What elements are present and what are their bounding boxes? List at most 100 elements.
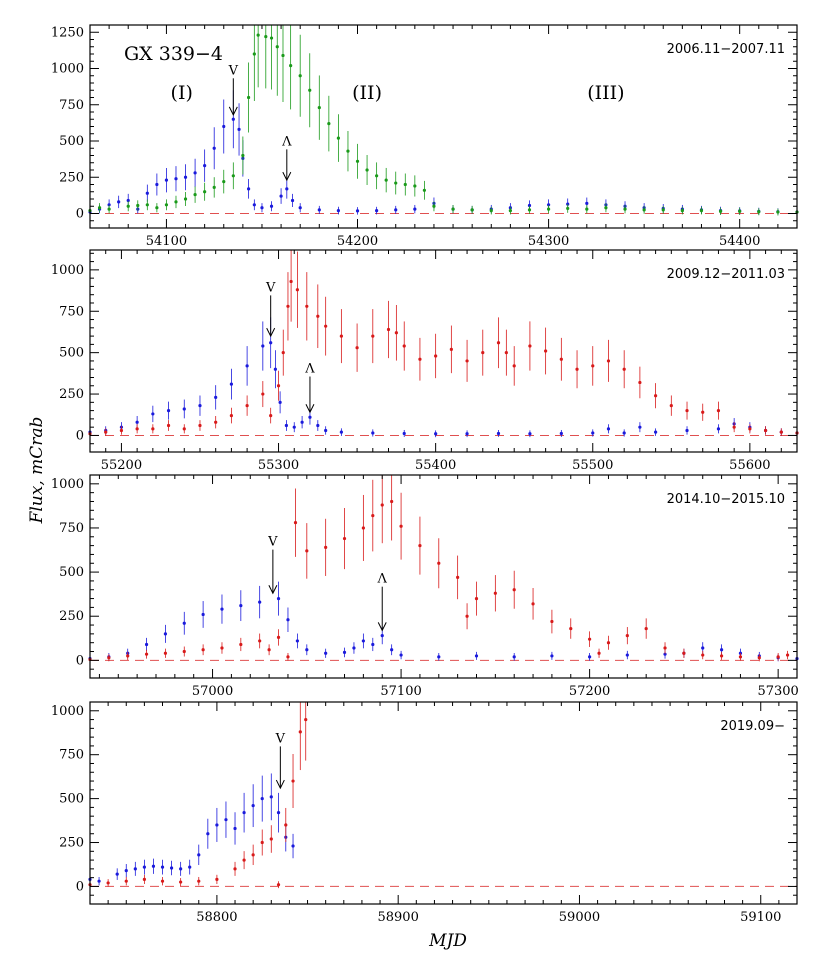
data-point: [527, 208, 532, 212]
data-point: [527, 203, 532, 208]
data-point: [197, 879, 201, 883]
y-tick-label: 1000: [51, 477, 84, 492]
data-point: [588, 637, 592, 641]
data-point: [203, 190, 207, 194]
data-point: [685, 428, 689, 433]
data-point: [269, 795, 273, 799]
data-point: [151, 864, 156, 868]
data-point: [738, 655, 743, 659]
x-tick-label: 58800: [196, 910, 237, 925]
y-tick-label: 1250: [51, 25, 84, 40]
data-point: [622, 431, 626, 435]
x-tick-label: 58900: [377, 910, 418, 925]
panel-2: 55200 55300 55400 55500 55600 0 250 500 750 1000 2…: [51, 249, 799, 473]
data-point: [531, 602, 535, 606]
data-point: [252, 203, 256, 207]
data-point: [588, 655, 592, 659]
data-point: [284, 823, 288, 827]
data-point: [308, 88, 312, 92]
data-point: [375, 209, 379, 213]
data-point: [508, 209, 512, 213]
data-point: [264, 35, 268, 39]
data-point: [107, 656, 111, 660]
x-tick-label: 57200: [569, 684, 610, 699]
y-tick-label: 500: [59, 134, 84, 149]
plot-frame: [89, 701, 798, 905]
data-point: [201, 612, 205, 617]
data-point: [685, 409, 689, 413]
data-point: [663, 646, 667, 650]
data-point: [585, 207, 589, 211]
data-point: [260, 797, 264, 801]
data-point: [604, 206, 608, 210]
data-point: [256, 33, 260, 37]
data-point: [324, 545, 328, 549]
data-point: [465, 614, 469, 618]
data-point: [239, 604, 243, 608]
data-point: [279, 194, 283, 198]
x-tick-label: 55400: [415, 458, 456, 473]
series-red: [88, 702, 308, 889]
data-point: [402, 431, 406, 436]
data-point: [496, 341, 501, 345]
data-point: [269, 204, 274, 208]
data-point: [386, 327, 391, 332]
data-point: [214, 395, 218, 399]
data-point: [474, 596, 479, 601]
data-point: [106, 881, 110, 885]
data-point: [239, 642, 243, 647]
data-point: [242, 811, 246, 815]
data-point: [625, 653, 629, 657]
arrow-head: [377, 622, 387, 632]
data-point: [160, 865, 165, 869]
series-green: [88, 25, 799, 216]
data-point: [188, 865, 192, 869]
data-point: [437, 561, 441, 565]
phase-label: (I): [171, 82, 193, 104]
data-point: [352, 646, 356, 650]
data-point: [701, 646, 705, 650]
panel-3: 57000 57100 57200 57300 0 250 500 750 1000 2014.1…: [51, 474, 799, 699]
data-point: [716, 427, 721, 431]
data-point: [361, 526, 365, 530]
data-point: [342, 650, 347, 655]
y-tick-label: 500: [59, 792, 84, 807]
phase-label: (II): [352, 82, 382, 104]
data-point: [718, 209, 723, 213]
data-point: [215, 823, 219, 827]
data-point: [135, 427, 139, 431]
data-point: [292, 425, 296, 429]
data-point: [699, 209, 704, 213]
data-point: [126, 198, 130, 203]
data-point: [261, 344, 265, 348]
data-point: [193, 171, 197, 175]
data-point: [434, 354, 438, 358]
data-point: [779, 430, 783, 434]
data-point: [394, 331, 398, 335]
data-point: [559, 431, 563, 436]
plot-frame: [89, 474, 798, 679]
data-point: [269, 413, 273, 418]
data-point: [269, 36, 274, 40]
data-point: [291, 779, 295, 783]
data-point: [289, 279, 293, 284]
transition-arrow: V: [228, 63, 239, 117]
data-point: [394, 181, 398, 185]
transition-arrow: V: [265, 280, 276, 338]
data-point: [669, 404, 673, 408]
y-tick-label: 1000: [51, 62, 84, 77]
data-point: [422, 188, 426, 192]
data-point: [591, 431, 595, 435]
y-tick-label: 500: [59, 346, 84, 361]
data-point: [470, 208, 474, 212]
data-point: [384, 178, 388, 182]
panels: 54100 54200 54300 54400 0 250 500 750 1000 1250 20…: [51, 24, 799, 925]
data-point: [682, 651, 686, 655]
data-point: [606, 427, 611, 431]
data-point: [163, 651, 168, 655]
data-point: [193, 193, 197, 197]
data-point: [638, 425, 642, 429]
data-point: [198, 404, 202, 408]
data-point: [242, 858, 246, 862]
data-point: [418, 357, 422, 361]
